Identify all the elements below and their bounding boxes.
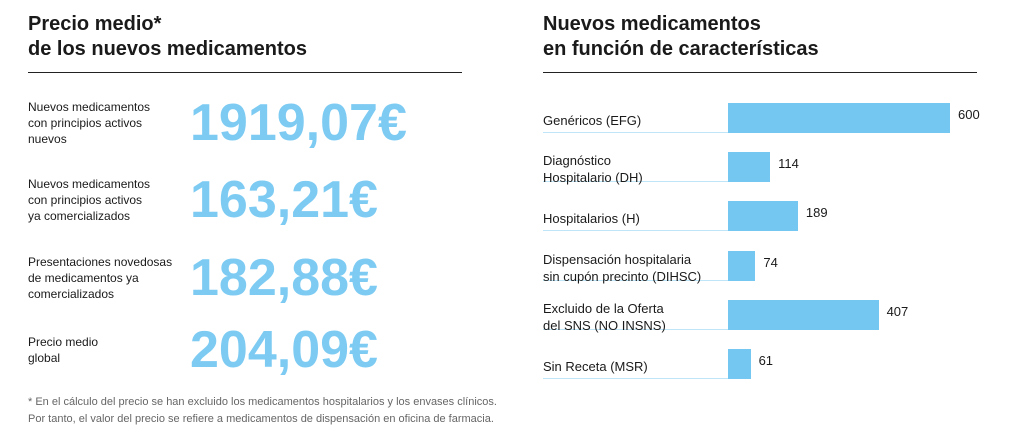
value-label: 114	[778, 156, 799, 172]
value-label: 61	[758, 353, 774, 368]
stat-value: 163,21€	[190, 171, 378, 229]
value-label: 74	[763, 254, 778, 270]
row-rule	[543, 181, 728, 183]
row-rule	[543, 132, 728, 133]
bar	[728, 201, 798, 232]
title-rule	[28, 72, 462, 73]
bar	[728, 299, 879, 330]
row-rule	[543, 279, 728, 281]
bar	[728, 250, 756, 281]
category-label: Genéricos (EFG)	[543, 112, 642, 128]
category-label: Excluido de la Oferta del SNS (NO INSNS)	[543, 300, 666, 333]
row-rule	[543, 230, 728, 232]
stat-value: 182,88€	[190, 249, 378, 307]
stat-label: Precio medio global	[28, 335, 99, 365]
bar	[728, 152, 771, 183]
stat-label: Presentaciones novedosas de medicamentos…	[28, 255, 173, 301]
stat-label: Nuevos medicamentos con principios activ…	[28, 177, 151, 223]
footnote: * En el cálculo del precio se han exclui…	[28, 396, 497, 425]
bar	[728, 349, 751, 379]
row-rule	[543, 328, 728, 330]
bar	[728, 103, 950, 133]
category-label: Sin Receta (MSR)	[543, 358, 648, 374]
stat-value: 1919,07€	[190, 94, 407, 152]
category-label: Dispensación hospitalaria sin cupón prec…	[543, 251, 702, 284]
category-label: Hospitalarios (H)	[543, 210, 640, 226]
value-label: 600	[958, 107, 980, 122]
category-label: Diagnóstico Hospitalario (DH)	[543, 153, 643, 186]
value-label: 407	[886, 303, 909, 319]
value-label: 189	[805, 205, 828, 221]
chart-title: Nuevos medicamentos en función de caract…	[543, 13, 819, 60]
stat-value: 204,09€	[190, 321, 378, 379]
row-rule	[543, 378, 728, 379]
stat-label: Nuevos medicamentos con principios activ…	[28, 100, 151, 146]
stats-title: Precio medio* de los nuevos medicamentos	[28, 13, 307, 60]
title-rule	[543, 72, 977, 73]
